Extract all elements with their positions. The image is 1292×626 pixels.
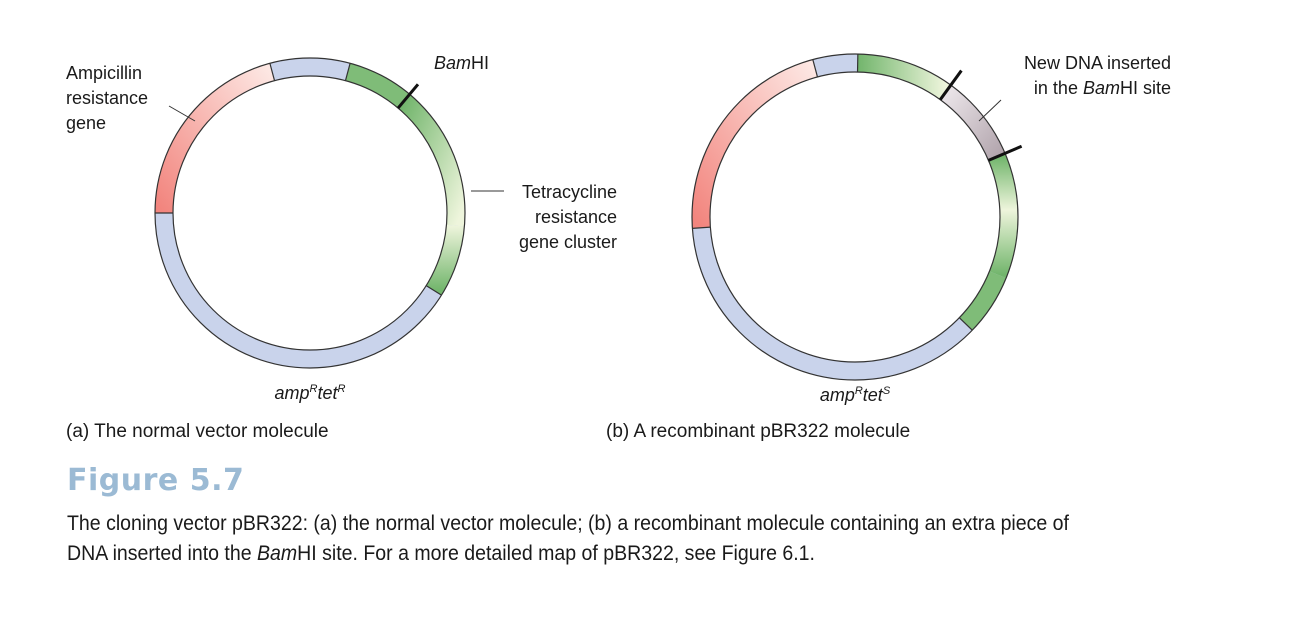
new-dna-inserted-label: New DNA inserted in the BamHI site: [1023, 53, 1171, 98]
plasmid-b-outline-outer: [691, 53, 1019, 381]
tet-gene-segment-b-end: [988, 153, 1018, 279]
figure-title: Figure 5.7: [67, 463, 245, 498]
bamhi-site-marker: [396, 83, 420, 110]
tet-gene-segment-b-start: [857, 54, 951, 100]
segment-divider-a-3: [425, 285, 442, 296]
plasmid-b-recombinant: [691, 53, 1023, 381]
segment-divider-a-1: [269, 63, 276, 81]
plasmid-a-normal-vector: [154, 57, 466, 369]
tet-gene-segment-b-tail: [959, 271, 1007, 331]
insert-boundary-marker-left: [939, 69, 963, 101]
plasmid-a-outline-inner: [172, 75, 448, 351]
plasmid-diagram: [154, 53, 1023, 381]
insert-label-leader: [978, 99, 1002, 122]
segment-divider-b-3: [958, 317, 973, 331]
tet-gene-segment-mid: [397, 94, 465, 227]
plasmid-a-genotype-label: ampRtetR: [274, 383, 346, 403]
inserted-dna-segment: [940, 85, 1006, 161]
amp-gene-segment-b: [692, 59, 818, 229]
amp-label-leader: [168, 105, 196, 122]
panel-a-caption: (a) The normal vector molecule: [66, 421, 329, 442]
tetracycline-resistance-label: Tetracycline resistance gene cluster: [518, 182, 617, 252]
insert-boundary-marker-right: [987, 144, 1023, 162]
figure-caption: The cloning vector pBR322: (a) the norma…: [67, 512, 1069, 565]
segment-divider-b-1: [812, 59, 819, 78]
tet-gene-segment-start: [345, 63, 410, 109]
segment-divider-a-2: [344, 63, 351, 81]
plasmid-b-outline-inner: [709, 71, 1001, 363]
panel-b-caption: (b) A recombinant pBR322 molecule: [606, 421, 911, 442]
tet-gene-segment-end: [426, 224, 465, 296]
amp-gene-segment: [155, 63, 275, 214]
ampicillin-resistance-label: Ampicillin resistance gene: [66, 63, 149, 133]
plasmid-b-genotype-label: ampRtetS: [819, 385, 891, 405]
bamhi-label: BamHI: [434, 53, 490, 73]
segment-divider-b-0: [692, 226, 711, 229]
